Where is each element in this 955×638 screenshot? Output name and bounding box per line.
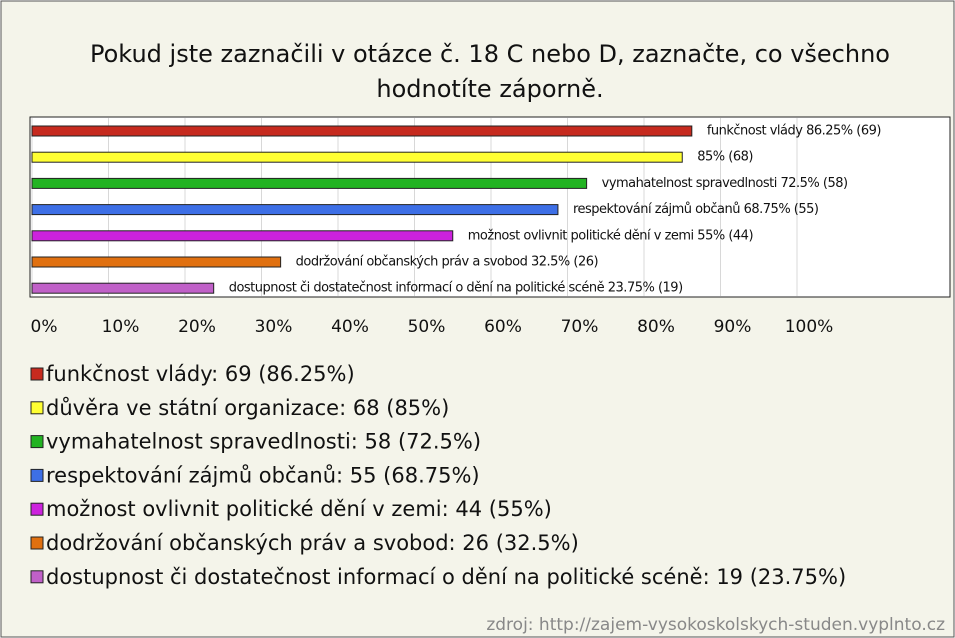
value-label: možnost ovlivnit politické dění v zemi 5… (468, 228, 753, 243)
x-tick-label: 40% (331, 317, 369, 337)
bar (31, 125, 693, 137)
value-label: funkčnost vlády 86.25% (69) (707, 124, 881, 139)
legend-entry: možnost ovlivnit politické dění v zemi: … (46, 497, 552, 521)
x-tick-label: 80% (637, 317, 675, 337)
x-tick-label: 70% (561, 317, 599, 337)
legend-swatch (30, 401, 44, 415)
x-tick-label: 90% (714, 317, 752, 337)
x-tick-label: 10% (102, 317, 140, 337)
value-label: 85% (68) (697, 150, 753, 165)
legend-swatch (30, 570, 44, 584)
bar (31, 230, 454, 242)
legend-swatch (30, 468, 44, 482)
x-tick-label: 0% (31, 317, 58, 337)
chart-title: hodnotíte záporně. (376, 75, 603, 103)
bar (31, 282, 215, 294)
x-tick-label: 60% (484, 317, 522, 337)
legend-entry: důvěra ve státní organizace: 68 (85%) (46, 396, 449, 420)
bar (31, 151, 683, 163)
chart-title: Pokud jste zaznačili v otázce č. 18 C ne… (90, 40, 890, 68)
legend-entry: funkčnost vlády: 69 (86.25%) (46, 362, 355, 386)
bar (31, 177, 588, 189)
bar (31, 256, 282, 268)
legend-entry: respektování zájmů občanů: 55 (68.75%) (46, 463, 480, 487)
legend-swatch (30, 367, 44, 381)
value-label: respektování zájmů občanů 68.75% (55) (573, 202, 819, 217)
bar (31, 204, 559, 216)
legend-entry: dodržování občanských práv a svobod: 26 … (46, 531, 579, 555)
value-label: dostupnost či dostatečnost informací o d… (229, 281, 683, 296)
value-label: dodržování občanských práv a svobod 32.5… (296, 255, 598, 270)
x-tick-label: 100% (785, 317, 834, 337)
x-tick-label: 50% (408, 317, 446, 337)
legend-swatch (30, 536, 44, 550)
x-tick-label: 20% (178, 317, 216, 337)
source: zdroj: http://zajem-vysokoskolskych-stud… (486, 615, 945, 635)
legend-entry: vymahatelnost spravedlnosti: 58 (72.5%) (46, 430, 481, 454)
legend-swatch (30, 502, 44, 516)
x-tick-label: 30% (255, 317, 293, 337)
legend-swatch (30, 435, 44, 449)
legend-entry: dostupnost či dostatečnost informací o d… (46, 565, 846, 589)
value-label: vymahatelnost spravedlnosti 72.5% (58) (602, 176, 848, 191)
